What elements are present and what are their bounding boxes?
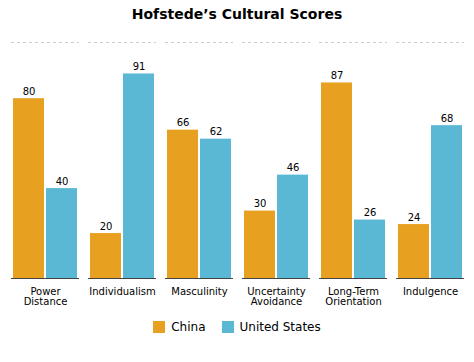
svg-text:30: 30 xyxy=(254,198,267,209)
html-text:Hofstede’s Cultural Scores: Hofstede’s Cultural Scores xyxy=(131,6,343,22)
svg-text:UncertaintyAvoidance: UncertaintyAvoidance xyxy=(247,286,306,307)
svg-text:62: 62 xyxy=(210,126,223,137)
svg-text:26: 26 xyxy=(364,207,377,218)
svg-text:46: 46 xyxy=(287,162,300,173)
svg-text:66: 66 xyxy=(177,117,190,128)
svg-text:Individualism: Individualism xyxy=(89,286,155,297)
svg-text:68: 68 xyxy=(441,113,454,124)
html-text:United States: United States xyxy=(239,320,321,334)
svg-text:40: 40 xyxy=(56,176,69,187)
html-text:China: China xyxy=(171,320,206,334)
svg-text:Indulgence: Indulgence xyxy=(403,286,458,297)
svg-text:24: 24 xyxy=(408,212,421,223)
svg-text:PowerDistance: PowerDistance xyxy=(24,286,68,307)
svg-text:Long-TermOrientation: Long-TermOrientation xyxy=(325,286,381,307)
svg-text:87: 87 xyxy=(331,70,344,81)
svg-text:Masculinity: Masculinity xyxy=(171,286,227,297)
svg-text:80: 80 xyxy=(23,86,36,97)
svg-text:91: 91 xyxy=(133,61,146,72)
svg-text:20: 20 xyxy=(100,221,113,232)
